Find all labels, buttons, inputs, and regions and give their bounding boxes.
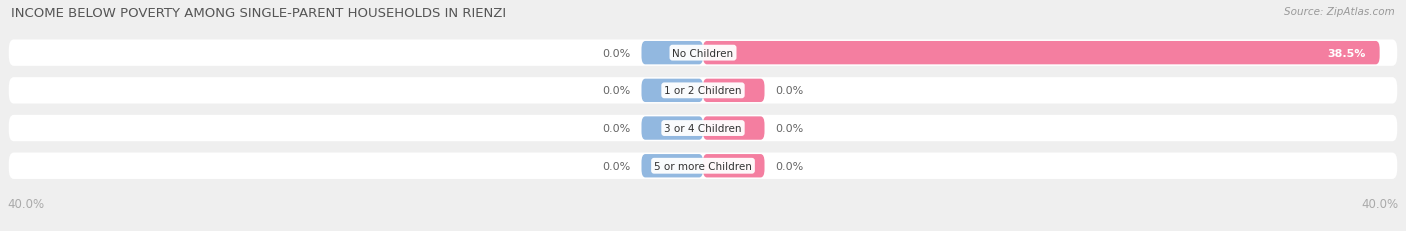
Text: No Children: No Children [672, 49, 734, 58]
Text: 40.0%: 40.0% [1362, 197, 1399, 210]
Text: 0.0%: 0.0% [603, 161, 631, 171]
Text: 0.0%: 0.0% [603, 124, 631, 134]
FancyBboxPatch shape [641, 42, 703, 65]
Text: 0.0%: 0.0% [775, 86, 803, 96]
FancyBboxPatch shape [703, 79, 765, 103]
FancyBboxPatch shape [703, 42, 1379, 65]
FancyBboxPatch shape [641, 154, 703, 178]
Text: 38.5%: 38.5% [1327, 49, 1365, 58]
Text: 5 or more Children: 5 or more Children [654, 161, 752, 171]
FancyBboxPatch shape [8, 153, 1398, 179]
Text: 0.0%: 0.0% [775, 161, 803, 171]
FancyBboxPatch shape [703, 154, 765, 178]
FancyBboxPatch shape [703, 117, 765, 140]
Text: Source: ZipAtlas.com: Source: ZipAtlas.com [1284, 7, 1395, 17]
FancyBboxPatch shape [8, 40, 1398, 67]
FancyBboxPatch shape [641, 117, 703, 140]
Text: 0.0%: 0.0% [603, 49, 631, 58]
FancyBboxPatch shape [8, 115, 1398, 142]
Text: 0.0%: 0.0% [775, 124, 803, 134]
Text: 1 or 2 Children: 1 or 2 Children [664, 86, 742, 96]
FancyBboxPatch shape [641, 79, 703, 103]
Text: 3 or 4 Children: 3 or 4 Children [664, 124, 742, 134]
Text: INCOME BELOW POVERTY AMONG SINGLE-PARENT HOUSEHOLDS IN RIENZI: INCOME BELOW POVERTY AMONG SINGLE-PARENT… [11, 7, 506, 20]
Text: 40.0%: 40.0% [7, 197, 44, 210]
FancyBboxPatch shape [8, 78, 1398, 104]
Text: 0.0%: 0.0% [603, 86, 631, 96]
